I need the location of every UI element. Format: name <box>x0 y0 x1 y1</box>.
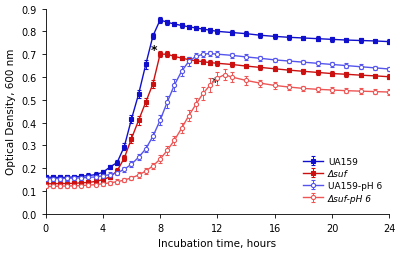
Text: *: * <box>211 75 218 88</box>
Y-axis label: Optical Density, 600 nm: Optical Density, 600 nm <box>6 49 16 175</box>
Text: *: * <box>151 44 158 57</box>
Legend: UA159, Δsuf, UA159-pH 6, Δsuf-pH 6: UA159, Δsuf, UA159-pH 6, Δsuf-pH 6 <box>301 155 385 205</box>
X-axis label: Incubation time, hours: Incubation time, hours <box>158 239 276 248</box>
